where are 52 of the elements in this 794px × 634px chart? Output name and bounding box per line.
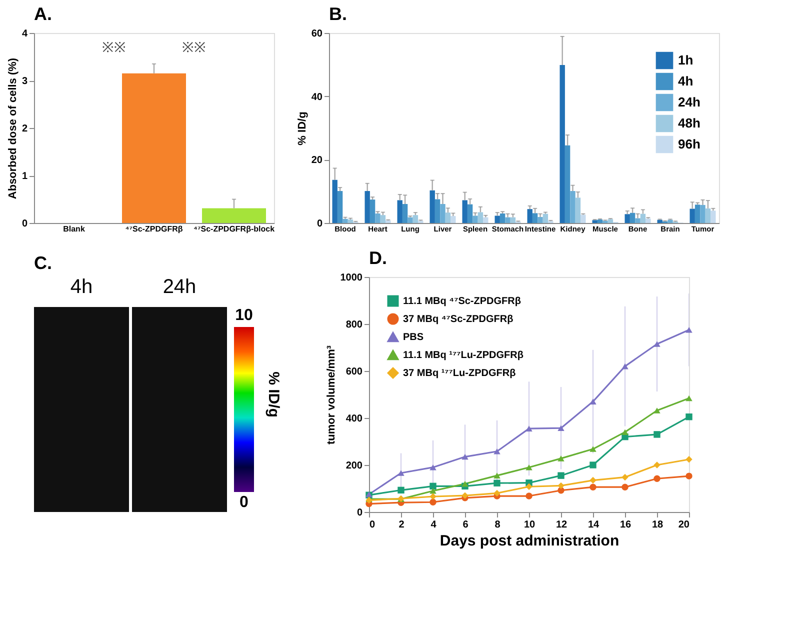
text: 0: [240, 494, 249, 511]
x-tick-label: 4: [430, 520, 437, 530]
y-axis-title: % ID/g: [296, 112, 308, 146]
chart-title: D.: [369, 248, 387, 268]
text: C.: [34, 253, 52, 273]
x-tick-label: 10: [524, 520, 536, 530]
y-tick-label: 0: [356, 508, 363, 518]
y-tick-label: 800: [346, 320, 363, 330]
x-tick-label: 20: [678, 520, 690, 530]
annotation: ※※: [182, 39, 206, 56]
x-tick-label: ⁴⁷Sc-ZPDGFRβ-block: [193, 224, 276, 234]
text: % ID/g: [265, 372, 282, 418]
x-tick-label: 14: [588, 520, 600, 530]
y-tick-label: 200: [346, 460, 363, 472]
legend-label: PBS: [403, 332, 424, 343]
y-axis-title: Absorbed dose of cells (%): [6, 58, 19, 200]
y-tick-label: 1000: [340, 272, 363, 284]
x-tick-label: 6: [462, 520, 469, 530]
legend-label: 1h: [678, 52, 694, 68]
legend-label: 37 MBq ⁴⁷Sc-ZPDGFRβ: [403, 314, 514, 325]
y-tick-label: 600: [346, 366, 363, 378]
x-tick-label: 12: [556, 520, 568, 530]
y-tick-label: 40: [311, 92, 323, 103]
legend-label: 11.1 MBq ⁴⁷Sc-ZPDGFRβ: [403, 296, 521, 307]
x-axis-title: Days post administration: [440, 532, 620, 550]
y-tick-label: 3: [22, 76, 28, 87]
text: 4h: [70, 276, 93, 298]
legend-label: 96h: [678, 136, 700, 152]
y-tick-label: 2: [22, 124, 28, 134]
text: 10: [235, 307, 253, 324]
text: 24h: [162, 276, 196, 298]
x-tick-label: Blank: [63, 224, 86, 234]
x-tick-label: 2: [398, 520, 405, 530]
legend-label: 11.1 MBq ¹⁷⁷Lu-ZPDGFRβ: [403, 350, 524, 361]
legend-label: 24h: [678, 94, 700, 110]
y-tick-label: 60: [311, 28, 323, 40]
chart-title: A.: [34, 4, 52, 24]
y-axis-title: tumor volume/mm³: [325, 345, 338, 445]
x-tick-label: 18: [652, 520, 664, 530]
y-tick-label: 20: [311, 155, 323, 166]
x-tick-label: 0: [370, 520, 376, 530]
y-tick-label: 400: [346, 414, 363, 424]
legend-label: 37 MBq ¹⁷⁷Lu-ZPDGFRβ: [403, 368, 516, 379]
legend-label: 4h: [678, 74, 694, 88]
x-tick-label: ⁴⁷Sc-ZPDGFRβ: [125, 224, 183, 234]
x-tick-label: 16: [620, 520, 632, 530]
x-tick-label: 8: [494, 520, 501, 530]
y-tick-label: 1: [22, 171, 28, 182]
legend-label: 48h: [678, 116, 700, 130]
y-tick-label: 4: [22, 28, 28, 40]
chart-title: B.: [329, 4, 347, 24]
annotation: ※※: [102, 39, 126, 56]
